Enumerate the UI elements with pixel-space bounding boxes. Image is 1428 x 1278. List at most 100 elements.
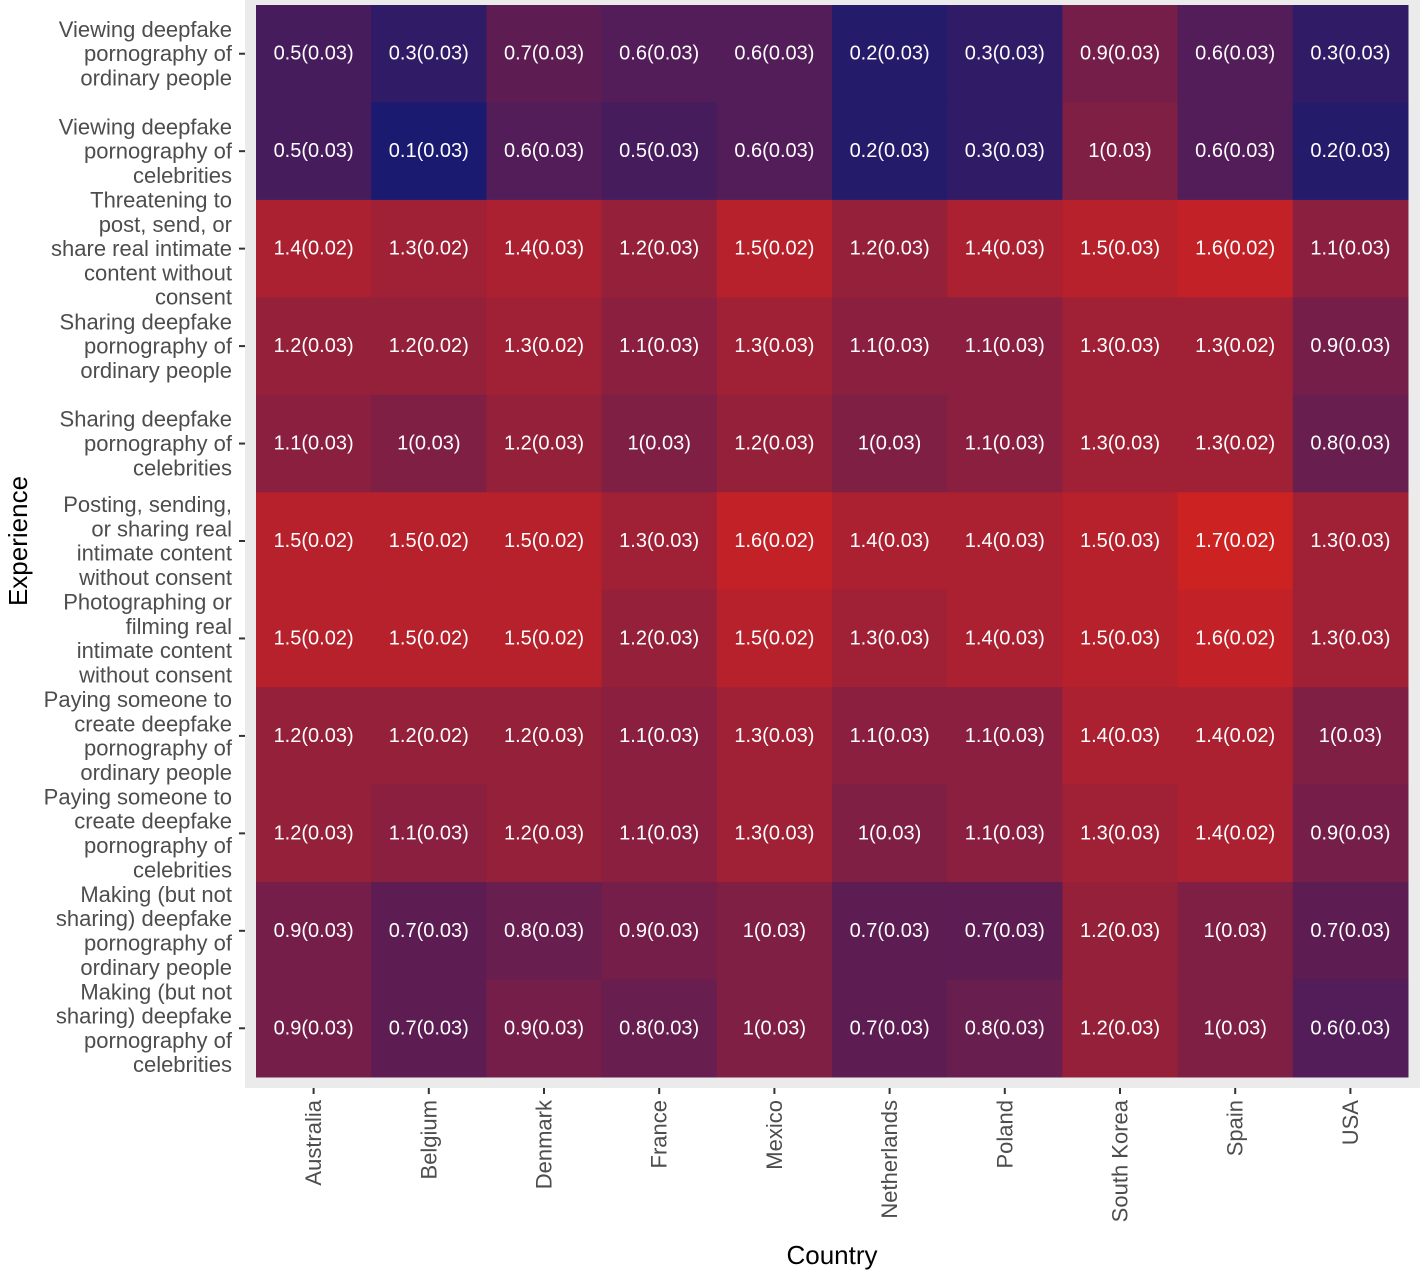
y-tick-label-line: ordinary people: [80, 760, 232, 785]
cell-value-label: 0.6(0.03): [1195, 43, 1275, 65]
heatmap-cell: [256, 297, 372, 396]
cell-value-label: 0.6(0.03): [734, 43, 814, 65]
cell-value-label: 0.9(0.03): [1080, 43, 1160, 65]
y-tick-label: Paying someone to create deepfake pornogra…: [44, 687, 233, 785]
heatmap-cell: [256, 979, 372, 1078]
heatmap-cell: [947, 297, 1063, 396]
heatmap-cell: [832, 297, 948, 396]
y-tick-label-line: Making (but not: [80, 882, 232, 907]
cell-value-label: 0.5(0.03): [274, 140, 354, 162]
y-tick-label-line: pornography of: [84, 833, 233, 858]
heatmap-cell: [947, 394, 1063, 493]
cell-value-label: 1.5(0.02): [734, 238, 814, 260]
heatmap-cell: [371, 199, 487, 298]
heatmap-cell: [716, 102, 833, 201]
cell-value-label: 1.2(0.02): [389, 335, 469, 357]
heatmap-cell: [601, 492, 718, 591]
cell-value-label: 1.5(0.02): [389, 627, 469, 649]
cell-value-label: 1.5(0.03): [1080, 627, 1160, 649]
heatmap-cell: [716, 492, 833, 591]
x-axis-title: Country: [786, 1240, 877, 1270]
y-tick-label-line: Viewing deepfake: [59, 114, 232, 139]
cell-value-label: 1.3(0.02): [504, 335, 584, 357]
y-tick-label-line: without consent: [78, 662, 232, 687]
heatmap-cell: [1292, 5, 1409, 103]
y-tick-label-line: celebrities: [133, 163, 232, 188]
cell-value-label: 1.5(0.02): [274, 530, 354, 552]
y-tick-label-line: pornography of: [84, 41, 233, 66]
cell-value-label: 0.7(0.03): [1310, 920, 1390, 942]
y-tick-label: Making (but not sharing) deepfake pornogra…: [56, 882, 233, 980]
cell-value-label: 1.4(0.03): [1080, 725, 1160, 747]
y-tick-label-line: Photographing or: [63, 590, 232, 615]
cell-value-label: 1.3(0.02): [1195, 335, 1275, 357]
heatmap-cell: [256, 394, 372, 493]
cell-value-label: 1.2(0.03): [504, 822, 584, 844]
heatmap-cell: [1062, 102, 1179, 201]
heatmap-cell: [371, 687, 487, 786]
y-tick-label-line: sharing) deepfake: [56, 906, 232, 931]
cell-value-label: 1(0.03): [858, 433, 921, 455]
heatmap-cell: [486, 784, 603, 883]
y-tick-label-line: intimate content: [77, 541, 232, 566]
y-tick-label-line: without consent: [78, 565, 232, 590]
cell-value-label: 1.1(0.03): [619, 725, 699, 747]
heatmap-cell: [1177, 5, 1294, 103]
cell-value-label: 1.4(0.03): [965, 238, 1045, 260]
y-tick-label-line: Sharing deepfake: [60, 309, 232, 334]
heatmap-cell: [601, 199, 718, 298]
cell-value-label: 1.1(0.03): [619, 822, 699, 844]
cell-value-label: 1.3(0.02): [389, 238, 469, 260]
y-tick-label-line: pornography of: [84, 736, 233, 761]
cell-value-label: 1.4(0.03): [965, 627, 1045, 649]
cell-value-label: 0.7(0.03): [389, 1017, 469, 1039]
cell-value-label: 1.5(0.03): [1080, 530, 1160, 552]
cell-value-label: 0.5(0.03): [619, 140, 699, 162]
heatmap-cell: [601, 102, 718, 201]
heatmap-cell: [832, 784, 948, 883]
cell-value-label: 0.3(0.03): [389, 43, 469, 65]
cell-value-label: 1.5(0.02): [504, 627, 584, 649]
cell-value-label: 1.5(0.03): [1080, 238, 1160, 260]
cell-value-label: 0.6(0.03): [734, 140, 814, 162]
y-axis-title: Experience: [3, 476, 33, 606]
cell-value-label: 1.6(0.02): [1195, 627, 1275, 649]
heatmap-cell: [256, 589, 372, 688]
heatmap-cell: [1292, 297, 1409, 396]
y-tick-label-line: celebrities: [133, 1052, 232, 1077]
y-tick-label-line: create deepfake: [74, 711, 232, 736]
x-tick-label: Poland: [992, 1100, 1017, 1169]
heatmap-cell: [256, 687, 372, 786]
y-tick-label-line: Paying someone to: [44, 687, 232, 712]
heatmap-cell: [1292, 589, 1409, 688]
cell-value-label: 0.6(0.03): [1310, 1017, 1390, 1039]
heatmap-cell: [1292, 199, 1409, 298]
cell-value-label: 0.9(0.03): [1310, 335, 1390, 357]
y-tick-label-line: ordinary people: [80, 358, 232, 383]
heatmap-cell: [716, 297, 833, 396]
heatmap-cell: [1177, 394, 1294, 493]
x-tick-label: Belgium: [416, 1100, 441, 1179]
cell-value-label: 1.1(0.03): [274, 433, 354, 455]
heatmap-cell: [1062, 5, 1179, 103]
heatmap-cell: [716, 784, 833, 883]
cell-value-label: 0.9(0.03): [274, 920, 354, 942]
heatmap-cell: [832, 394, 948, 493]
heatmap-cell: [486, 5, 603, 103]
cell-value-label: 1(0.03): [397, 433, 460, 455]
heatmap-cell: [486, 589, 603, 688]
cell-value-label: 1.1(0.03): [1310, 238, 1390, 260]
y-tick-label-line: ordinary people: [80, 66, 232, 91]
cell-value-label: 1.3(0.03): [1080, 822, 1160, 844]
heatmap-cell: [832, 687, 948, 786]
cell-value-label: 1.1(0.03): [965, 433, 1045, 455]
cell-value-label: 0.7(0.03): [504, 43, 584, 65]
y-tick-label-line: post, send, or: [99, 212, 232, 237]
cell-value-label: 1.1(0.03): [619, 335, 699, 357]
heatmap-cell: [256, 882, 372, 981]
y-tick-label-line: pornography of: [84, 334, 233, 359]
x-tick-label: Mexico: [762, 1100, 787, 1170]
heatmap-cell: [1292, 394, 1409, 493]
heatmap-cell: [1062, 589, 1179, 688]
